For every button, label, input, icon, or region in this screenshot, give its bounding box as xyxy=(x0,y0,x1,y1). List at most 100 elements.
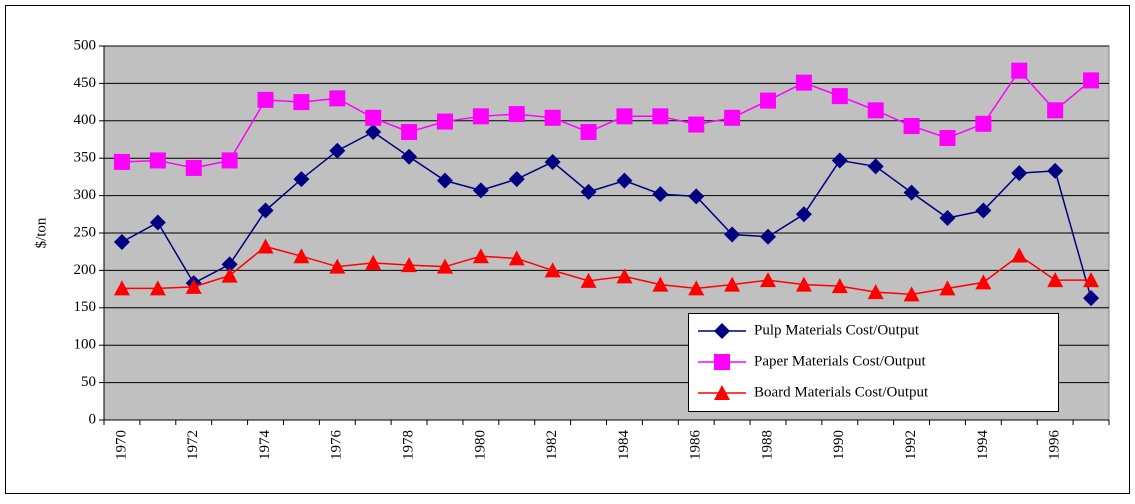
marker-triangle xyxy=(293,248,310,264)
marker-triangle xyxy=(903,286,920,302)
marker-diamond xyxy=(688,188,705,205)
marker-diamond xyxy=(293,171,310,188)
y-tick-label: 450 xyxy=(74,75,97,91)
marker-triangle xyxy=(867,284,884,300)
y-tick-label: 350 xyxy=(74,150,97,166)
marker-triangle xyxy=(508,250,525,266)
marker-square xyxy=(1011,62,1028,79)
marker-diamond xyxy=(1083,290,1100,307)
marker-triangle xyxy=(365,254,382,270)
marker-square xyxy=(1047,102,1064,119)
y-tick-label: 150 xyxy=(74,299,97,315)
legend-label: Pulp Materials Cost/Output xyxy=(754,322,920,338)
marker-square xyxy=(365,109,382,126)
legend-box xyxy=(688,313,1059,412)
marker-square xyxy=(1083,72,1100,89)
x-tick-label: 1978 xyxy=(401,430,417,460)
marker-triangle xyxy=(1083,272,1100,288)
x-tick-label: 1996 xyxy=(1047,430,1063,461)
marker-diamond xyxy=(724,226,741,243)
marker-square xyxy=(293,94,310,111)
marker-diamond xyxy=(580,183,597,200)
marker-triangle xyxy=(831,278,848,294)
legend: Pulp Materials Cost/Output Paper Material… xyxy=(688,313,1059,412)
marker-triangle xyxy=(714,385,730,400)
marker-diamond xyxy=(616,172,633,189)
y-tick-label: 250 xyxy=(74,224,97,240)
x-tick-label: 1970 xyxy=(113,430,129,460)
marker-triangle xyxy=(472,248,489,264)
marker-triangle xyxy=(688,280,705,296)
marker-triangle xyxy=(652,276,669,292)
marker-diamond xyxy=(760,228,777,245)
marker-square xyxy=(436,113,453,130)
marker-square xyxy=(329,90,346,107)
marker-diamond xyxy=(329,142,346,159)
marker-square xyxy=(867,102,884,119)
marker-triangle xyxy=(1047,272,1064,288)
marker-diamond xyxy=(652,186,669,203)
marker-diamond xyxy=(795,206,812,223)
marker-triangle xyxy=(760,272,777,288)
marker-square xyxy=(544,109,561,126)
marker-square xyxy=(221,152,238,169)
marker-triangle xyxy=(724,276,741,292)
series-line xyxy=(121,69,1092,169)
x-tick-label: 1976 xyxy=(329,430,345,461)
marker-square xyxy=(760,92,777,109)
marker-triangle xyxy=(113,280,130,296)
marker-triangle xyxy=(939,280,956,296)
marker-diamond xyxy=(1047,162,1064,179)
marker-diamond xyxy=(113,233,130,250)
marker-square xyxy=(616,108,633,125)
marker-triangle xyxy=(616,268,633,284)
marker-diamond xyxy=(508,171,525,188)
x-tick-label: 1972 xyxy=(185,430,201,460)
series-line xyxy=(121,131,1092,299)
series-line xyxy=(121,245,1092,296)
y-tick-label: 200 xyxy=(74,262,97,278)
marker-diamond xyxy=(1011,165,1028,182)
marker-square xyxy=(724,109,741,126)
marker-diamond xyxy=(221,256,238,273)
y-tick-label: 100 xyxy=(74,337,97,353)
y-tick-label: 0 xyxy=(89,411,97,427)
marker-diamond xyxy=(831,152,848,169)
y-axis-label: $/ton xyxy=(33,217,49,248)
marker-diamond xyxy=(365,124,382,141)
marker-diamond xyxy=(149,214,166,231)
marker-triangle xyxy=(544,262,561,278)
marker-square xyxy=(185,159,202,176)
y-tick-label: 300 xyxy=(74,187,97,203)
marker-square xyxy=(472,108,489,125)
marker-triangle xyxy=(329,258,346,274)
marker-triangle xyxy=(436,258,453,274)
marker-triangle xyxy=(1011,247,1028,263)
y-tick-label: 400 xyxy=(74,112,97,128)
x-tick-label: 1992 xyxy=(903,430,919,460)
marker-square xyxy=(903,118,920,135)
x-tick-label: 1994 xyxy=(975,430,991,461)
marker-triangle xyxy=(221,267,238,283)
marker-diamond xyxy=(257,202,274,219)
x-tick-label: 1988 xyxy=(759,430,775,460)
marker-square xyxy=(688,116,705,133)
marker-diamond xyxy=(975,202,992,219)
y-tick-label: 500 xyxy=(74,37,97,53)
x-tick-label: 1986 xyxy=(688,430,704,461)
marker-triangle xyxy=(149,280,166,296)
legend-label: Paper Materials Cost/Output xyxy=(754,353,926,369)
x-tick-label: 1984 xyxy=(616,430,632,461)
marker-triangle xyxy=(975,274,992,290)
marker-square xyxy=(975,115,992,132)
marker-square xyxy=(508,106,525,123)
x-tick-label: 1974 xyxy=(257,430,273,461)
marker-square xyxy=(795,74,812,91)
marker-square xyxy=(714,354,730,370)
marker-square xyxy=(257,91,274,108)
marker-triangle xyxy=(185,278,202,294)
marker-triangle xyxy=(401,257,418,273)
marker-triangle xyxy=(795,276,812,292)
marker-diamond xyxy=(544,153,561,170)
